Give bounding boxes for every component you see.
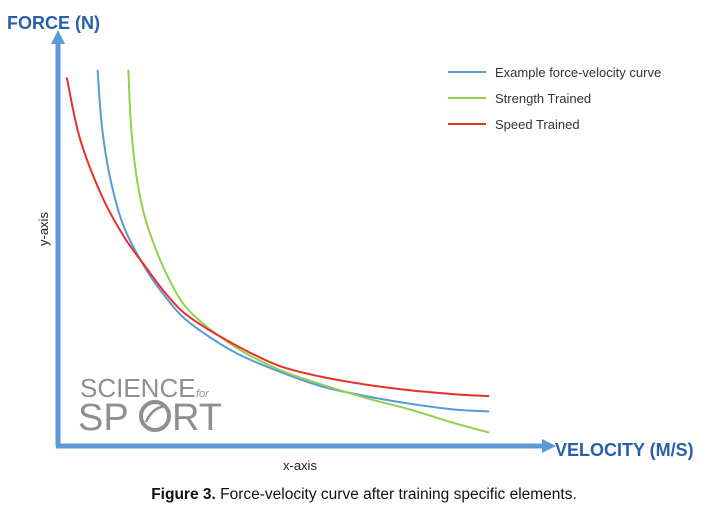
caption-label: Figure 3.: [151, 486, 216, 503]
series-line-0: [96, 69, 490, 413]
logo-text-sp: SP: [78, 397, 129, 439]
logo-ball-icon: [139, 400, 171, 432]
x-axis-label: x-axis: [283, 458, 317, 473]
y-axis-label: y-axis: [36, 212, 51, 246]
logo-text-rt: RT: [172, 397, 222, 439]
series-line-1: [127, 69, 490, 434]
science-for-sport-logo: SCIENCE for SP RT: [78, 373, 222, 439]
series-layer: [65, 69, 490, 434]
x-axis-title: VELOCITY (M/S): [555, 440, 694, 460]
figure-caption: Figure 3. Force-velocity curve after tra…: [0, 486, 728, 504]
legend: Example force-velocity curve Strength Tr…: [448, 65, 661, 132]
x-axis-arrow-icon: [542, 439, 556, 453]
force-velocity-chart: FORCE (N) VELOCITY (M/S) y-axis x-axis E…: [7, 13, 694, 473]
logo-text-science: SCIENCE: [80, 373, 196, 403]
legend-label-speed: Speed Trained: [495, 117, 580, 132]
legend-label-strength: Strength Trained: [495, 91, 591, 106]
logo-text-for: for: [196, 388, 210, 400]
y-axis-title: FORCE (N): [7, 13, 100, 33]
y-axis-arrow-icon: [51, 30, 65, 44]
legend-label-example: Example force-velocity curve: [495, 65, 661, 80]
caption-text: Force-velocity curve after training spec…: [215, 486, 577, 503]
series-line-2: [65, 77, 490, 398]
